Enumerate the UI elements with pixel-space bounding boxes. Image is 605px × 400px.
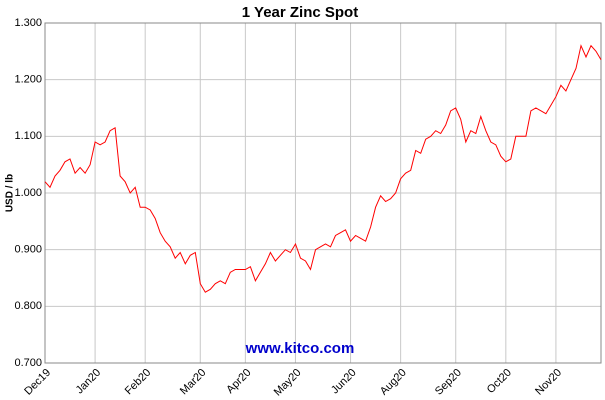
y-tick-label: 1.200 — [14, 74, 42, 86]
price-line — [44, 44, 602, 293]
y-tick-label: 1.100 — [14, 130, 42, 142]
plot-frame — [44, 22, 602, 364]
y-tick-label: 0.800 — [14, 300, 42, 312]
y-tick-label: 1.300 — [14, 17, 42, 29]
watermark: www.kitco.com — [245, 340, 355, 357]
y-tick-label: 0.700 — [14, 357, 42, 369]
chart-title: 1 Year Zinc Spot — [242, 4, 358, 21]
y-axis-label: USD / lb — [5, 174, 16, 212]
y-tick-label: 1.000 — [14, 187, 42, 199]
y-tick-label: 0.900 — [14, 244, 42, 256]
